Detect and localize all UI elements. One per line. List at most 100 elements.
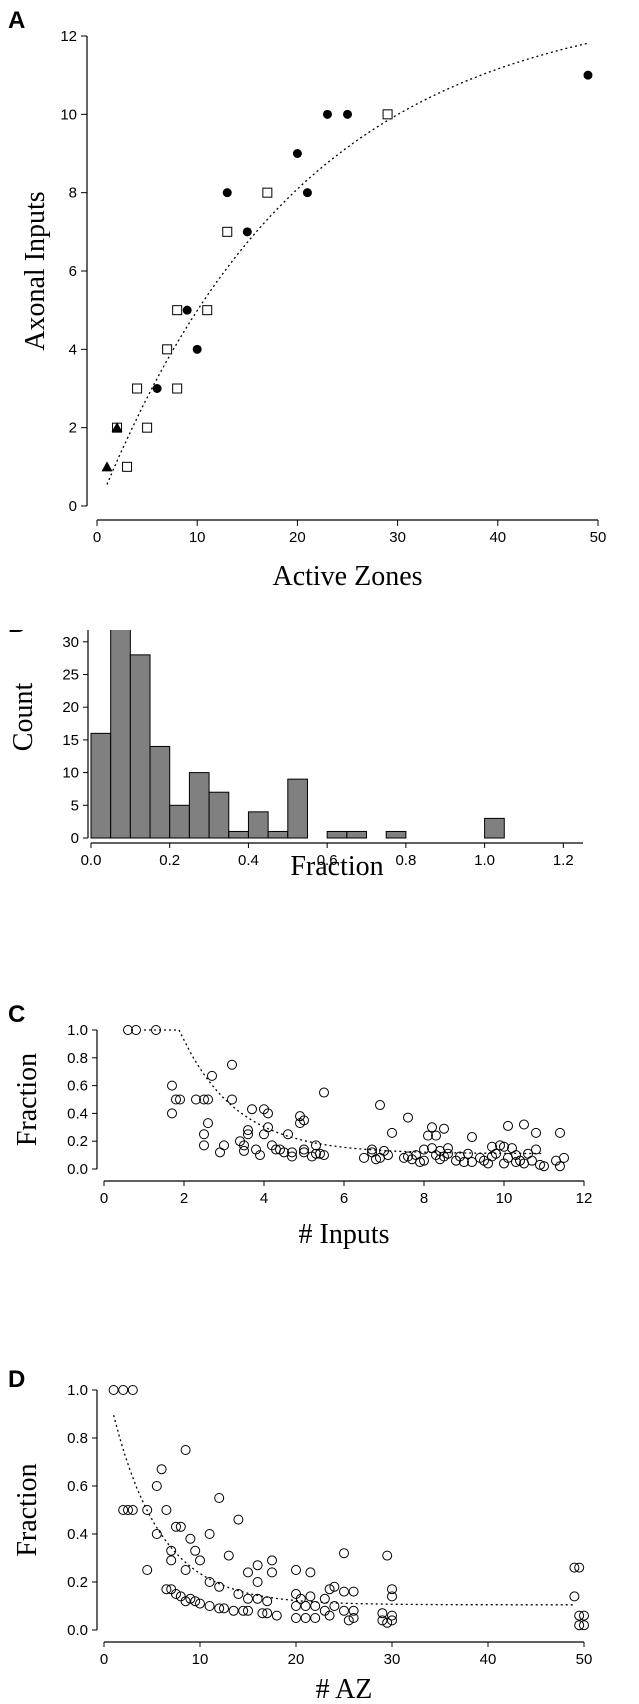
data-point-open-circle <box>299 1147 309 1158</box>
y-tick-label: 0.2 <box>67 1133 88 1150</box>
data-point-open-circle <box>371 1154 381 1165</box>
data-point-open-circle <box>367 1144 377 1155</box>
data-point-open-circle <box>535 1159 545 1170</box>
data-point-open-circle <box>151 1529 162 1539</box>
data-point-open-circle <box>539 1161 549 1172</box>
data-point-open-circle <box>419 1144 429 1155</box>
data-point-open-circle <box>399 1152 409 1163</box>
x-tick-label: 8 <box>420 1190 428 1207</box>
data-point-open-circle <box>219 1603 229 1614</box>
data-point-open-circle <box>569 1591 580 1602</box>
data-point-open-circle <box>156 1464 167 1475</box>
histogram-bar <box>346 830 368 839</box>
x-axis-label: # AZ <box>316 1674 373 1704</box>
data-point-open-circle <box>233 1514 244 1525</box>
panel-label: A <box>8 7 25 34</box>
data-point-open-circle <box>387 1610 397 1621</box>
data-point-open-circle <box>467 1132 477 1143</box>
y-tick-label: 10 <box>60 106 77 123</box>
data-point-open-circle <box>271 1610 282 1621</box>
x-tick-label: 10 <box>192 1651 209 1668</box>
histogram-bar <box>484 817 505 839</box>
histogram-fraction-count: 051015202530350.00.20.40.60.81.01.2Fract… <box>8 630 583 882</box>
y-axis-label: Fraction <box>12 1053 43 1146</box>
data-point-open-circle <box>204 1601 215 1611</box>
data-point-open-circle <box>291 1613 301 1623</box>
y-tick-label: 8 <box>69 185 77 202</box>
data-point-open-circle <box>379 1145 389 1156</box>
y-tick-label: 20 <box>62 699 79 716</box>
data-point-open-circle <box>142 1505 153 1515</box>
data-point-open-circle <box>319 1593 330 1604</box>
panel-label: B <box>8 630 25 638</box>
x-tick-label: 10 <box>496 1190 513 1207</box>
data-point-open-circle <box>219 1140 229 1151</box>
data-point-open-circle <box>291 1589 301 1599</box>
data-point-open-circle <box>127 1385 138 1395</box>
data-point-open-circle <box>387 1615 397 1626</box>
data-point-open-circle <box>463 1148 473 1159</box>
data-point-open-circle <box>423 1130 433 1141</box>
data-point-open-circle <box>339 1586 349 1597</box>
data-point-open-circle <box>180 1445 191 1455</box>
x-tick-label: 0 <box>100 1651 108 1668</box>
data-point-open-circle <box>569 1562 580 1573</box>
data-point-open-circle <box>180 1565 191 1575</box>
data-point-open-circle <box>315 1148 325 1159</box>
data-point-open-circle <box>299 1115 309 1126</box>
panel-label: D <box>8 1366 25 1393</box>
data-point-filled-circle <box>222 188 232 198</box>
data-point-open-circle <box>204 1577 215 1587</box>
histogram-bar <box>326 830 348 839</box>
x-tick-label: 50 <box>576 1651 593 1668</box>
data-point-open-circle <box>257 1608 268 1619</box>
data-point-open-circle <box>305 1567 316 1578</box>
data-point-open-circle <box>279 1147 289 1158</box>
data-point-open-circle <box>295 1593 306 1604</box>
data-point-open-circle <box>215 1147 225 1158</box>
data-point-open-circle <box>319 1087 329 1098</box>
y-tick-label: 0 <box>69 498 77 515</box>
data-point-open-circle <box>214 1581 225 1592</box>
data-point-open-circle <box>151 1481 162 1491</box>
data-point-open-circle <box>343 1615 354 1626</box>
y-tick-label: 0 <box>71 830 79 847</box>
histogram-bar <box>267 830 289 839</box>
scatter-chart-fraction-vs-inputs: 0.0 0.2 0.4 0.6 0.8 1.0 0 2 4 6 8 10 12 # Inputs Fract… <box>8 1001 592 1250</box>
y-tick-label: 5 <box>71 797 79 814</box>
x-tick-label: 0.6 <box>317 852 338 869</box>
y-tick-label: 1.0 <box>67 1022 88 1039</box>
data-point-open-circle <box>339 1548 349 1559</box>
data-point-open-circle <box>495 1140 505 1151</box>
data-point-open-circle <box>191 1094 201 1105</box>
histogram-bar <box>188 772 210 839</box>
data-point-open-circle <box>243 1125 253 1136</box>
data-point-open-circle <box>382 1617 393 1628</box>
data-point-open-square <box>172 305 183 316</box>
data-point-open-circle <box>166 1545 177 1556</box>
y-axis-label: Axonal Inputs <box>20 191 51 350</box>
data-point-open-circle <box>151 1025 161 1035</box>
x-axis-label: Fraction <box>290 851 383 882</box>
data-point-open-square <box>132 383 143 394</box>
data-point-open-circle <box>310 1613 321 1623</box>
histogram-bar <box>385 830 407 839</box>
data-point-open-circle <box>203 1094 213 1105</box>
x-tick-label: 20 <box>288 1651 305 1668</box>
data-point-open-circle <box>503 1120 513 1131</box>
data-point-open-circle <box>203 1118 213 1129</box>
data-point-open-circle <box>238 1605 249 1616</box>
data-point-open-circle <box>262 1596 273 1607</box>
data-point-open-circle <box>166 1555 177 1566</box>
data-point-open-circle <box>291 1601 301 1611</box>
y-axis-label: Count <box>8 683 39 752</box>
data-point-open-circle <box>131 1025 141 1035</box>
y-tick-label: 0.6 <box>67 1478 88 1495</box>
x-tick-label: 1.2 <box>553 852 574 869</box>
data-point-open-circle <box>300 1613 311 1623</box>
data-point-open-circle <box>319 1605 330 1616</box>
data-point-open-circle <box>195 1555 205 1566</box>
data-point-filled-circle <box>343 109 352 119</box>
data-point-open-circle <box>243 1605 253 1616</box>
fit-curve <box>112 1415 575 1606</box>
